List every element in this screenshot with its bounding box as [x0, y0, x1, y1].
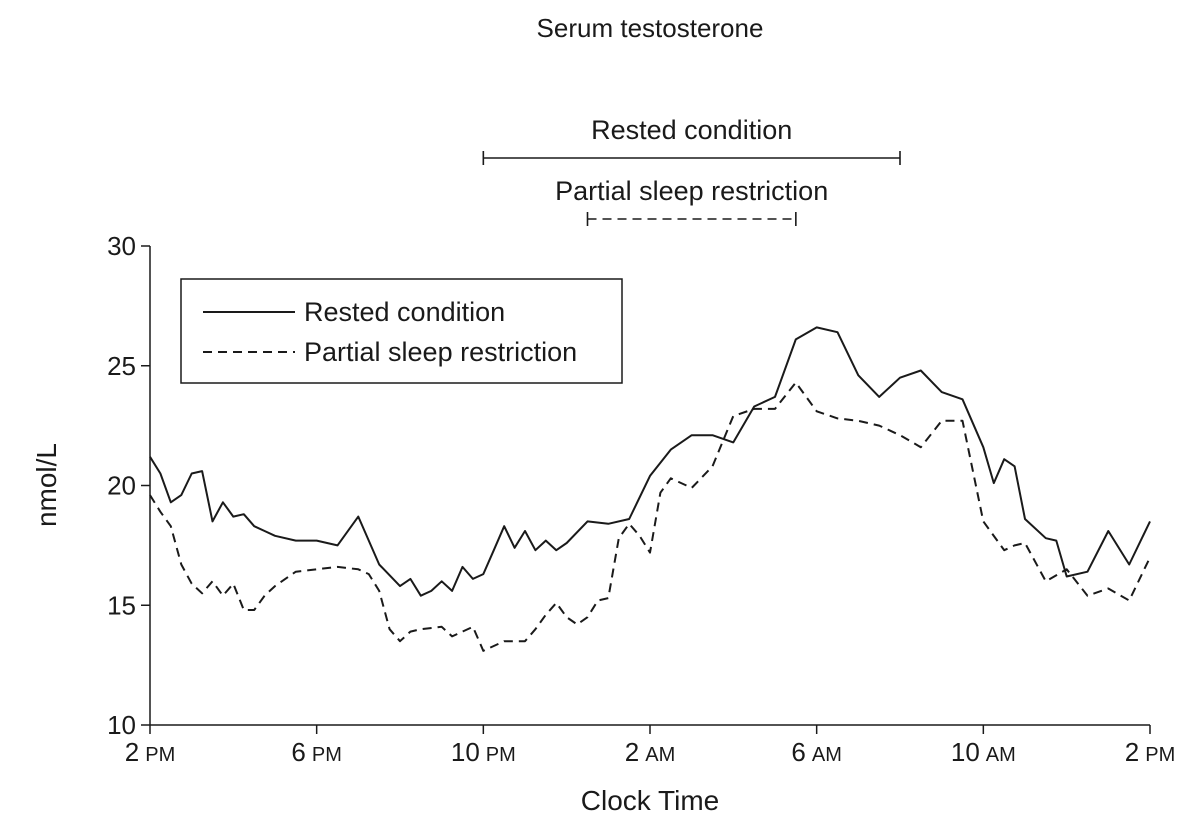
series-line-restricted	[149, 381, 1151, 652]
sleep-period-bars: Rested condition Partial sleep restrictio…	[482, 115, 901, 226]
y-tick-label: 25	[107, 351, 136, 381]
x-tick-hour: 10	[451, 737, 480, 767]
legend: Rested condition Partial sleep restricti…	[180, 278, 623, 384]
x-tick-ampm: AM	[645, 744, 675, 766]
x-tick-label: 2 AM	[625, 737, 675, 767]
x-tick-label: 6 AM	[791, 737, 841, 767]
x-tick-label: 10 AM	[951, 737, 1016, 767]
y-tick-label: 15	[107, 590, 136, 620]
series-lines	[149, 326, 1151, 652]
x-tick-ampm: PM	[312, 744, 342, 766]
y-tick-label: 20	[107, 471, 136, 501]
legend-box	[180, 278, 623, 384]
y-tick-label: 30	[107, 231, 136, 261]
chart-title: Serum testosterone	[537, 13, 764, 43]
x-tick-label: 6 PM	[291, 737, 341, 767]
x-tick-ampm: AM	[986, 744, 1016, 766]
y-ticks: 10 15 20 25 30	[107, 231, 150, 740]
x-tick-hour: 6	[791, 737, 805, 767]
x-tick-label: 10 PM	[451, 737, 516, 767]
x-tick-hour: 2	[125, 737, 139, 767]
y-axis-label: nmol/L	[31, 443, 62, 527]
legend-label-restricted: Partial sleep restriction	[304, 337, 577, 367]
x-tick-hour: 6	[291, 737, 305, 767]
x-axis-label: Clock Time	[581, 785, 719, 816]
x-tick-ampm: PM	[1145, 744, 1175, 766]
x-tick-label: 2 PM	[125, 737, 175, 767]
x-tick-hour: 10	[951, 737, 980, 767]
x-tick-ampm: PM	[145, 744, 175, 766]
series-line-rested	[149, 326, 1151, 597]
x-ticks: 2 PM 6 PM 10 PM 2 AM 6 AM 10 AM 2 PM	[125, 725, 1175, 767]
x-tick-ampm: AM	[812, 744, 842, 766]
y-tick-label: 10	[107, 710, 136, 740]
x-tick-hour: 2	[1125, 737, 1139, 767]
legend-label-rested: Rested condition	[304, 297, 505, 327]
x-tick-label: 2 PM	[1125, 737, 1175, 767]
x-tick-ampm: PM	[486, 744, 516, 766]
sleep-bar-label: Rested condition	[591, 115, 792, 145]
x-tick-hour: 2	[625, 737, 639, 767]
sleep-bar-label: Partial sleep restriction	[555, 176, 828, 206]
